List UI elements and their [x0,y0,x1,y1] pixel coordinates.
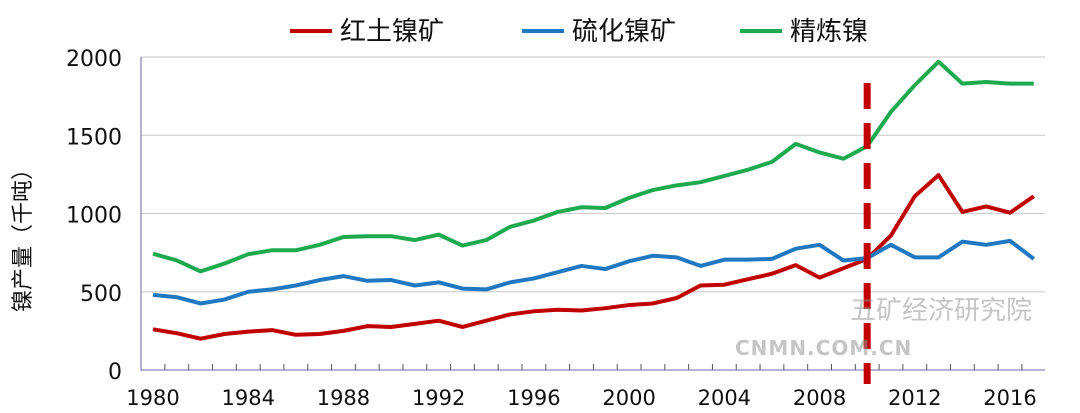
y-tick-label: 0 [108,360,122,385]
x-tick-label: 2000 [602,386,655,410]
series-line-1 [152,173,1035,341]
series-line-2 [152,238,1036,306]
series-line-3 [152,59,1034,274]
legend-label-2: 硫化镍矿 [572,17,676,47]
y-tick-label: 1500 [66,125,122,150]
x-tick-label: 2004 [698,386,751,410]
y-tick-label: 500 [80,282,122,307]
watermark-org: 五矿经济研究院 [850,296,1033,326]
x-tick-label: 2008 [793,386,846,410]
x-tick-label: 1996 [507,386,560,410]
y-tick-label: 1000 [66,204,122,229]
x-tick-label: 1988 [317,386,370,410]
x-tick-label: 1980 [126,386,179,410]
watermark-site: CNMN.COM.CN [735,336,913,360]
y-axis-label: 镍产量（千吨） [11,158,36,312]
x-tick-label: 2016 [983,386,1036,410]
legend-label-1: 红土镍矿 [340,17,444,47]
legend-label-3: 精炼镍 [790,17,868,47]
x-tick-label: 1992 [412,386,465,410]
y-tick-label: 2000 [66,47,122,72]
x-tick-label: 2012 [888,386,941,410]
x-tick-label: 1984 [221,386,274,410]
